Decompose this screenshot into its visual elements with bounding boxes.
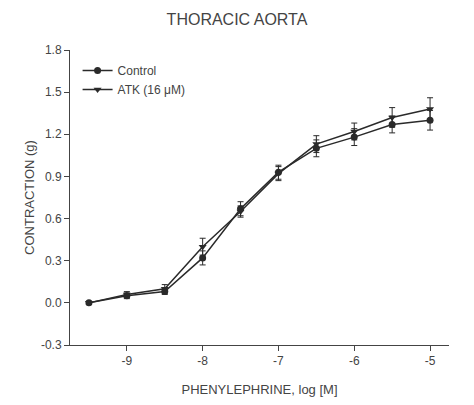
- svg-text:PHENYLEPHRINE, log [M]: PHENYLEPHRINE, log [M]: [181, 382, 337, 397]
- svg-text:CONTRACTION (g): CONTRACTION (g): [22, 140, 37, 255]
- svg-text:-7: -7: [273, 354, 284, 368]
- svg-text:1.5: 1.5: [45, 85, 62, 99]
- svg-text:THORACIC AORTA: THORACIC AORTA: [167, 11, 308, 28]
- svg-text:1.8: 1.8: [45, 43, 62, 57]
- svg-text:Control: Control: [118, 64, 157, 78]
- svg-text:ATK (16 μM): ATK (16 μM): [118, 83, 185, 97]
- svg-text:0.6: 0.6: [45, 212, 62, 226]
- svg-text:-0.3: -0.3: [41, 338, 62, 352]
- svg-text:1.2: 1.2: [45, 127, 62, 141]
- svg-text:-9: -9: [122, 354, 133, 368]
- svg-text:0.0: 0.0: [45, 296, 62, 310]
- svg-text:-5: -5: [425, 354, 436, 368]
- svg-text:-6: -6: [349, 354, 360, 368]
- svg-text:0.3: 0.3: [45, 254, 62, 268]
- svg-text:0.9: 0.9: [45, 170, 62, 184]
- svg-text:-8: -8: [197, 354, 208, 368]
